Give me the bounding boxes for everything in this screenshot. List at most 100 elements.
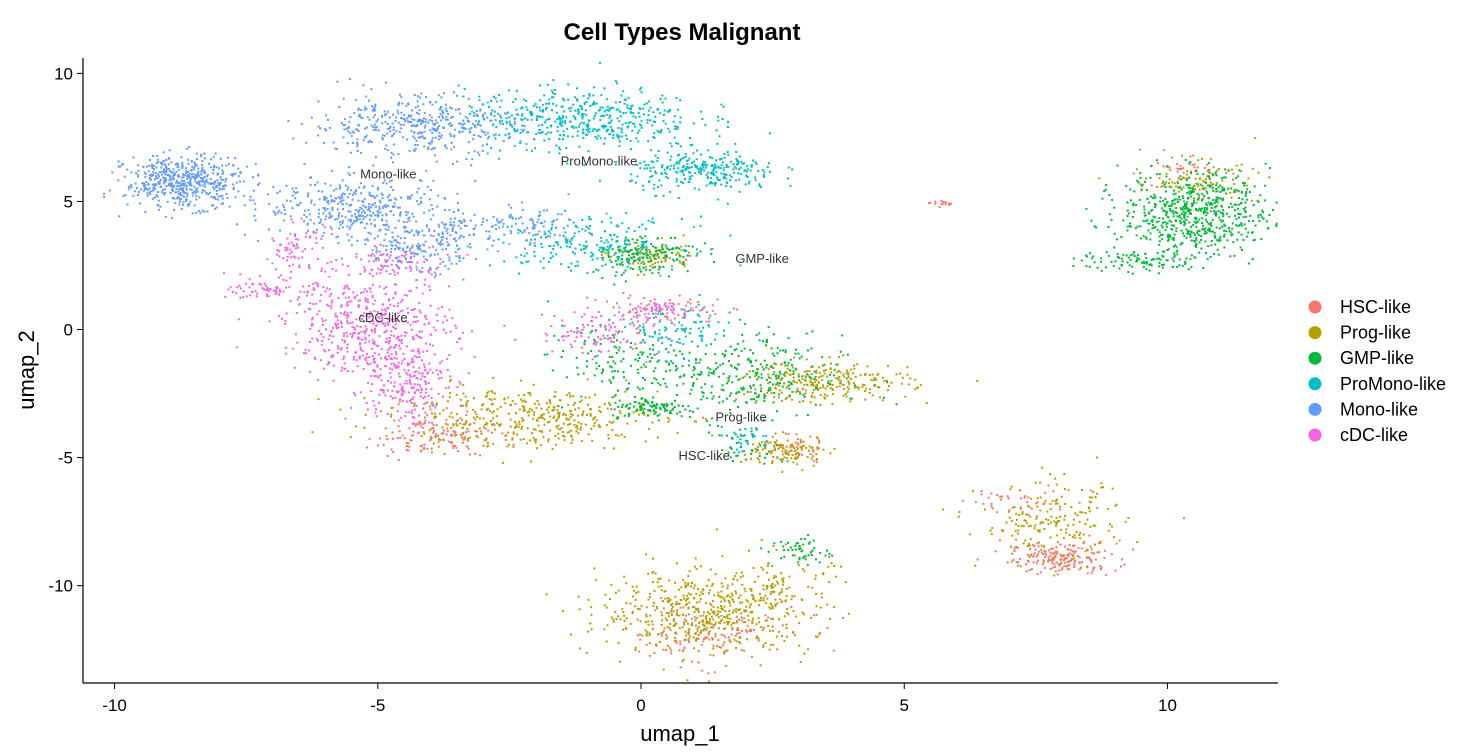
data-point bbox=[585, 128, 588, 131]
data-point bbox=[584, 109, 587, 112]
data-point bbox=[554, 120, 557, 123]
data-point bbox=[723, 173, 725, 176]
data-point bbox=[782, 447, 785, 450]
data-point bbox=[1076, 514, 1079, 517]
data-point bbox=[787, 453, 790, 456]
data-point bbox=[712, 168, 715, 171]
data-point bbox=[742, 575, 745, 577]
data-point bbox=[783, 373, 785, 376]
data-point bbox=[1171, 203, 1174, 205]
data-point bbox=[685, 258, 687, 261]
data-point bbox=[895, 403, 898, 406]
data-point bbox=[1053, 563, 1056, 566]
data-point bbox=[1019, 565, 1022, 568]
data-point bbox=[767, 373, 770, 376]
data-point bbox=[619, 412, 622, 415]
data-point bbox=[1162, 185, 1165, 187]
data-point bbox=[1244, 194, 1247, 197]
data-point bbox=[620, 127, 623, 130]
data-point bbox=[1067, 560, 1070, 563]
data-point bbox=[1019, 497, 1022, 500]
data-point bbox=[539, 416, 542, 419]
data-point bbox=[1223, 187, 1225, 190]
data-point bbox=[598, 179, 601, 182]
data-point bbox=[785, 623, 788, 626]
data-point bbox=[432, 431, 435, 434]
data-point bbox=[764, 444, 767, 447]
data-point bbox=[1243, 223, 1246, 226]
data-point bbox=[571, 435, 573, 438]
data-point bbox=[1015, 512, 1018, 515]
data-point bbox=[511, 437, 514, 440]
data-point bbox=[799, 661, 802, 663]
data-point bbox=[791, 631, 794, 634]
data-point bbox=[766, 340, 768, 343]
data-point bbox=[676, 154, 679, 157]
data-point bbox=[1142, 234, 1145, 237]
data-point bbox=[785, 372, 788, 375]
data-point bbox=[667, 248, 670, 251]
data-point bbox=[1225, 230, 1228, 233]
data-point bbox=[688, 364, 690, 367]
data-point bbox=[750, 430, 753, 433]
data-point bbox=[565, 245, 568, 248]
data-point bbox=[851, 397, 853, 400]
data-point bbox=[1020, 524, 1023, 527]
data-point bbox=[1089, 501, 1092, 504]
data-point bbox=[1047, 556, 1050, 559]
data-point bbox=[771, 565, 774, 567]
data-point bbox=[716, 610, 719, 613]
data-point bbox=[1262, 211, 1265, 214]
data-point bbox=[625, 259, 628, 262]
data-point bbox=[793, 457, 796, 460]
data-point bbox=[1190, 192, 1193, 195]
data-point bbox=[1190, 212, 1193, 215]
data-point bbox=[643, 167, 646, 170]
data-point bbox=[604, 252, 607, 255]
data-point bbox=[1066, 553, 1069, 556]
data-point bbox=[564, 209, 567, 212]
data-point bbox=[700, 320, 703, 323]
data-point bbox=[733, 307, 735, 310]
data-point bbox=[455, 393, 458, 396]
data-point bbox=[1234, 209, 1236, 212]
data-point bbox=[746, 614, 749, 617]
data-point bbox=[1121, 264, 1123, 267]
data-point bbox=[1211, 203, 1214, 206]
data-point bbox=[766, 453, 768, 456]
data-point bbox=[716, 176, 719, 179]
data-point bbox=[1066, 568, 1069, 571]
data-point bbox=[452, 424, 455, 427]
data-point bbox=[699, 168, 702, 171]
data-point bbox=[467, 430, 470, 433]
data-point bbox=[786, 457, 789, 460]
data-point bbox=[690, 166, 693, 169]
data-point bbox=[777, 396, 780, 399]
data-point bbox=[616, 133, 619, 136]
data-point bbox=[787, 380, 790, 383]
data-point bbox=[676, 384, 679, 387]
data-point bbox=[475, 434, 478, 437]
data-point bbox=[1148, 263, 1151, 266]
data-point bbox=[711, 583, 714, 585]
data-point bbox=[474, 430, 477, 433]
data-point bbox=[1192, 197, 1195, 200]
data-point bbox=[419, 450, 422, 453]
data-point bbox=[1027, 496, 1030, 499]
data-point bbox=[1194, 240, 1196, 243]
data-point bbox=[788, 395, 791, 398]
data-point bbox=[525, 106, 528, 109]
data-point bbox=[577, 595, 580, 598]
data-point bbox=[629, 267, 632, 270]
data-point bbox=[708, 371, 711, 374]
data-point bbox=[795, 414, 798, 417]
data-point bbox=[1132, 216, 1135, 218]
data-point bbox=[695, 601, 698, 604]
data-point bbox=[547, 230, 550, 233]
data-point bbox=[831, 393, 834, 396]
data-point bbox=[824, 554, 827, 557]
data-point bbox=[760, 547, 763, 550]
data-point bbox=[754, 401, 757, 404]
data-point bbox=[1100, 269, 1103, 272]
data-point bbox=[620, 135, 623, 138]
